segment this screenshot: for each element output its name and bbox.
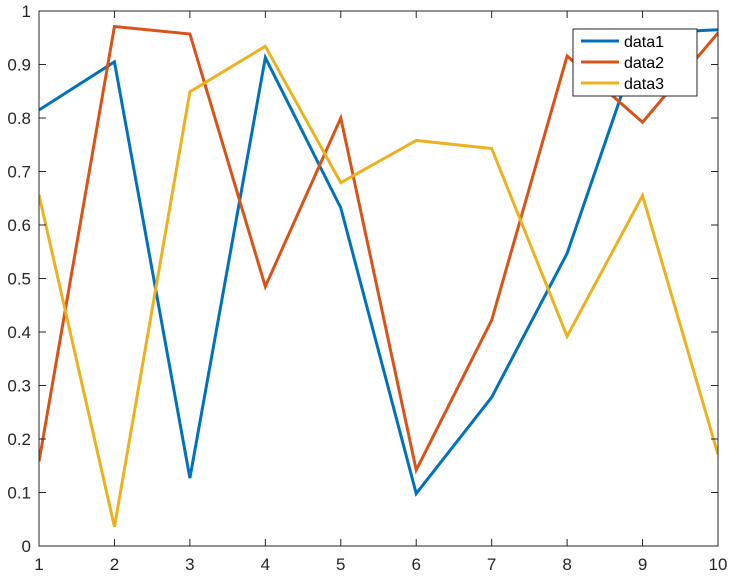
x-tick-label: 2 [110,555,119,574]
y-tick-label: 0.8 [7,109,31,128]
y-tick-label: 0.2 [7,430,31,449]
y-tick-label: 0.1 [7,484,31,503]
y-tick-label: 0.3 [7,377,31,396]
y-tick-label: 0.6 [7,216,31,235]
series-line-data3 [39,44,718,528]
legend-label-data2: data2 [624,55,664,72]
x-tick-label: 4 [261,555,270,574]
x-tick-label: 6 [411,555,420,574]
y-tick-label: 1 [22,2,31,21]
x-tick-label: 7 [487,555,496,574]
legend-label-data1: data1 [624,34,664,51]
y-tick-label: 0.7 [7,163,31,182]
y-tick-label: 0 [22,537,31,556]
x-tick-label: 3 [185,555,194,574]
x-tick-label: 1 [34,555,43,574]
legend: data1 data2 data3 [572,28,698,97]
x-tick-label: 8 [562,555,571,574]
y-tick-label: 0.9 [7,56,31,75]
y-tick-label: 0.4 [7,323,31,342]
y-tick-label: 0.5 [7,270,31,289]
x-tick-label: 9 [638,555,647,574]
series-layer [39,24,718,528]
x-tick-label: 5 [336,555,345,574]
legend-label-data3: data3 [624,76,664,93]
x-tick-label: 10 [709,555,728,574]
series-line-data1 [39,28,718,497]
tick-layer: 1 2 3 4 5 6 7 8 9 10 0 0.1 0.2 0.3 0.4 0.5 0.6 0.7 0.8 0.9 1 [7,2,727,574]
